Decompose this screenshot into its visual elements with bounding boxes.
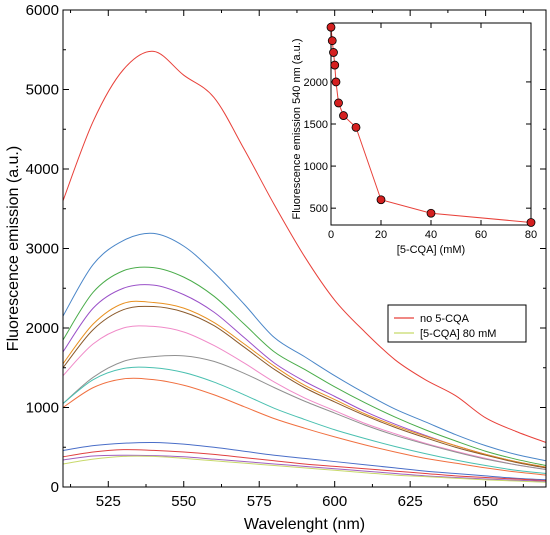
y-tick-label: 6000: [26, 2, 59, 19]
inset-data-point: [426, 208, 436, 218]
y-axis-label: Fluorescence emission (a.u.): [5, 146, 22, 351]
inset-data-point: [326, 22, 336, 32]
inset-data-point: [334, 98, 343, 108]
inset-background: [331, 23, 531, 225]
inset-data-point: [329, 48, 338, 57]
inset-x-tick-label: 40: [425, 229, 437, 241]
series-line-10: [62, 441, 547, 481]
x-tick-label: 575: [247, 493, 272, 510]
series-line-4: [62, 300, 547, 468]
y-tick-label: 2000: [26, 320, 59, 337]
series-line-8: [62, 366, 547, 474]
legend-entry-label: [5-CQA] 80 mM: [420, 328, 496, 340]
series-line-13: [62, 455, 547, 483]
y-tick-label: 0: [51, 479, 59, 496]
inset-data-point: [526, 218, 536, 227]
inset-x-axis-label: [5-CQA] (mM): [397, 244, 465, 256]
x-tick-label: 525: [96, 493, 121, 510]
x-tick-label: 650: [473, 493, 498, 510]
series-line-7: [62, 354, 547, 471]
inset-data-point: [351, 122, 361, 132]
inset-x-tick-label: 60: [475, 229, 487, 241]
inset-data-point: [327, 36, 337, 46]
series-line-2: [62, 266, 547, 467]
inset-x-tick-label: 80: [525, 229, 537, 241]
x-axis-label: Wavelenght (nm): [244, 516, 365, 533]
inset-data-point: [331, 77, 341, 87]
inset-y-tick-label: 1000: [304, 161, 328, 173]
inset-data-point: [330, 60, 340, 70]
y-tick-label: 1000: [26, 400, 59, 417]
series-line-6: [62, 325, 547, 471]
series-line-5: [62, 305, 547, 469]
inset-y-tick-label: 500: [310, 203, 328, 215]
inset-y-tick-label: 1500: [304, 119, 328, 131]
inset-data-point: [376, 195, 386, 205]
y-tick-label: 3000: [26, 241, 59, 258]
x-tick-label: 625: [398, 493, 423, 510]
series-line-9: [62, 377, 547, 476]
inset-x-tick-label: 20: [375, 229, 387, 241]
y-tick-label: 4000: [26, 161, 59, 178]
series-line-12: [62, 454, 547, 482]
x-tick-label: 550: [171, 493, 196, 510]
inset-data-point: [339, 111, 348, 120]
series-line-1: [62, 232, 547, 462]
inset-x-tick-label: 0: [328, 229, 334, 241]
inset-y-axis-label: Fluorescence emission 540 nm (a.u.): [291, 39, 303, 220]
series-line-0: [62, 50, 547, 443]
x-tick-label: 600: [322, 493, 347, 510]
inset-y-tick-label: 2000: [304, 77, 328, 89]
series-line-11: [62, 449, 547, 482]
legend-box: [387, 304, 527, 343]
y-tick-label: 5000: [26, 82, 59, 99]
legend-entry-label: no 5-CQA: [420, 313, 470, 325]
legend: no 5-CQA [5-CQA] 80 mM: [387, 304, 527, 343]
